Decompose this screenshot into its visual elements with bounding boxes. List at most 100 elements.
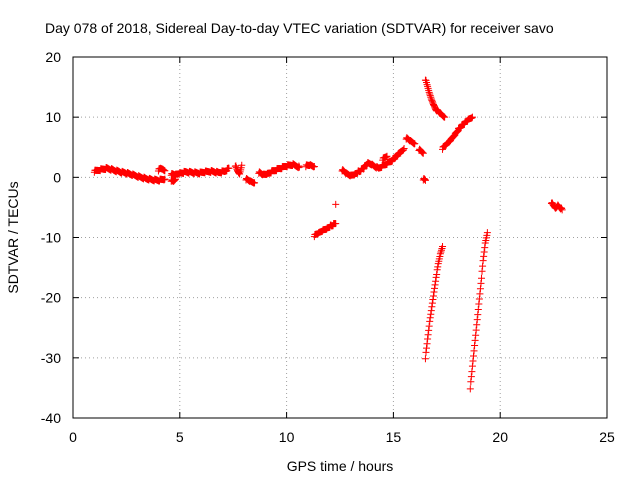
data-point (161, 167, 169, 175)
data-point (428, 303, 436, 311)
data-point (425, 322, 433, 330)
data-point (418, 148, 426, 156)
y-tick-label: 20 (45, 49, 61, 65)
data-point (295, 163, 303, 171)
data-point (476, 285, 484, 293)
data-point (441, 113, 449, 121)
data-point (232, 162, 240, 170)
x-tick-label: 10 (279, 429, 295, 445)
data-point (476, 290, 484, 298)
data-point (478, 267, 486, 275)
data-point (468, 114, 476, 122)
x-tick-label: 20 (492, 429, 508, 445)
y-tick-label: -40 (41, 410, 61, 426)
data-point (421, 175, 429, 183)
data-point (425, 88, 433, 96)
data-point (429, 292, 437, 300)
data-point (468, 113, 476, 121)
data-point (427, 310, 435, 318)
data-point (310, 163, 318, 171)
y-tick-label: 0 (53, 169, 61, 185)
data-point (431, 281, 439, 289)
data-point (423, 340, 431, 348)
data-point (479, 257, 487, 265)
data-point (411, 140, 419, 148)
data-point (235, 169, 243, 177)
data-point (161, 175, 169, 183)
data-point (433, 271, 441, 279)
data-point (423, 344, 431, 352)
data-point (294, 164, 302, 172)
data-point (400, 146, 408, 154)
data-point (251, 179, 259, 187)
data-point (480, 252, 488, 260)
data-point (470, 352, 477, 360)
tick-layer: 0 5 10 15 20 25 20 10 0 -10 -20 -30 -40 (41, 49, 615, 445)
data-point (172, 175, 180, 183)
data-point (473, 321, 481, 329)
grid-layer (73, 57, 607, 418)
x-axis-label: GPS time / hours (287, 458, 394, 474)
x-tick-label: 5 (176, 429, 184, 445)
data-point (475, 295, 483, 303)
data-points (90, 76, 566, 393)
data-point (439, 243, 447, 251)
data-point (558, 206, 566, 214)
data-point (474, 305, 482, 313)
data-point (170, 176, 178, 184)
data-point (383, 152, 391, 160)
data-point (424, 335, 432, 343)
chart-title: Day 078 of 2018, Sidereal Day-to-day VTE… (45, 20, 554, 36)
data-point (466, 385, 474, 393)
data-point (468, 368, 476, 376)
data-point (423, 81, 431, 89)
data-point (481, 244, 489, 252)
y-tick-label: -30 (41, 350, 61, 366)
y-tick-label: -10 (41, 230, 61, 246)
data-point (440, 113, 448, 121)
data-point (426, 317, 434, 325)
data-point (332, 200, 340, 208)
data-point (467, 378, 475, 386)
data-point (418, 148, 426, 156)
data-point (425, 326, 433, 334)
data-point (480, 248, 488, 256)
data-point (474, 311, 482, 319)
y-axis-label: SDTVAR / TECUs (5, 181, 21, 293)
y-tick-label: 10 (45, 109, 61, 125)
data-point (430, 288, 438, 296)
data-point (428, 299, 436, 307)
data-point (170, 177, 178, 185)
data-point (427, 307, 435, 315)
data-point (468, 362, 476, 370)
data-point (437, 246, 445, 254)
data-point (422, 348, 430, 356)
data-point (426, 314, 434, 322)
data-point (160, 176, 168, 184)
data-point (427, 93, 435, 101)
data-point (475, 300, 483, 308)
y-tick-label: -20 (41, 290, 61, 306)
x-tick-label: 15 (386, 429, 402, 445)
data-point (400, 144, 408, 152)
data-point (478, 274, 486, 282)
data-point (479, 262, 487, 270)
data-point (382, 153, 390, 161)
data-point (421, 355, 429, 363)
data-point (472, 326, 480, 334)
data-point (439, 112, 447, 120)
data-point (432, 277, 440, 285)
data-point (473, 316, 481, 324)
data-point (483, 229, 491, 237)
x-tick-label: 0 (69, 429, 77, 445)
data-point (477, 279, 485, 287)
data-point (419, 149, 427, 157)
data-point (429, 296, 437, 304)
data-point (470, 347, 478, 355)
data-point (472, 331, 480, 339)
x-tick-label: 25 (599, 429, 615, 445)
data-point (471, 336, 479, 344)
data-point (436, 250, 444, 258)
data-point (437, 248, 445, 256)
